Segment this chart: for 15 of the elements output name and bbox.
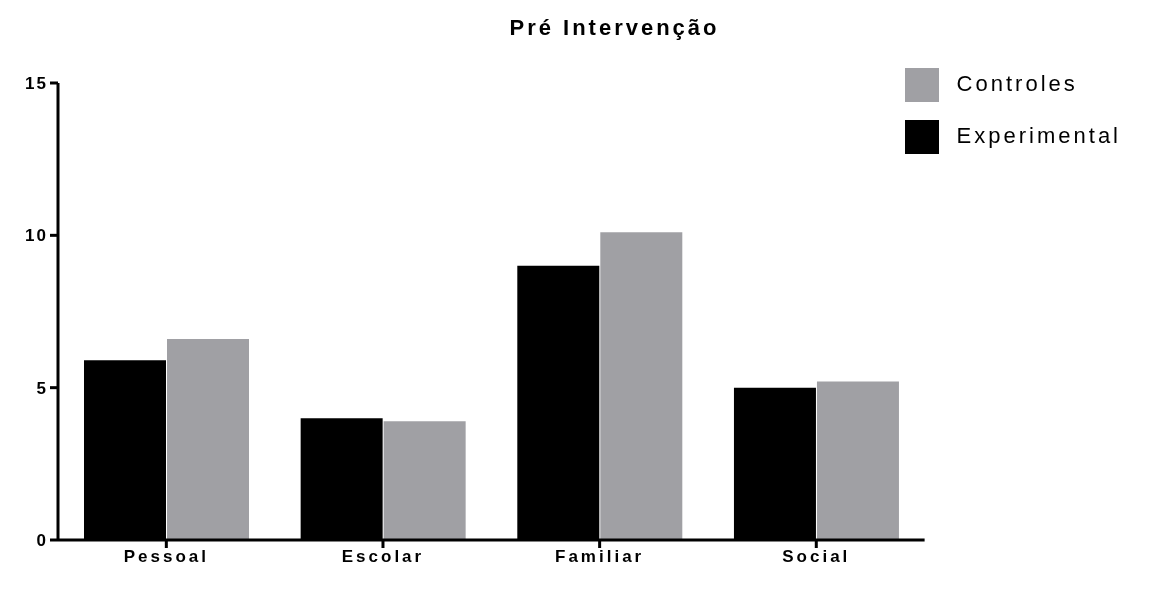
bar <box>600 232 683 540</box>
x-tick-label: Familiar <box>555 547 645 567</box>
bar <box>816 381 899 540</box>
y-tick-label: 15 <box>25 74 48 94</box>
y-tick-label: 10 <box>25 226 48 246</box>
x-tick-label: Escolar <box>341 547 425 567</box>
y-tick-label: 0 <box>36 531 48 551</box>
bar <box>167 338 249 540</box>
legend-label: Controles <box>956 71 1078 96</box>
x-tick-label: Social <box>782 547 851 567</box>
bar <box>383 421 466 540</box>
chart-title: Pré Intervenção <box>508 14 721 42</box>
x-tick-label: Pessoal <box>123 547 209 567</box>
y-tick-label: 5 <box>36 378 48 398</box>
legend-label: Experimental <box>956 123 1121 148</box>
